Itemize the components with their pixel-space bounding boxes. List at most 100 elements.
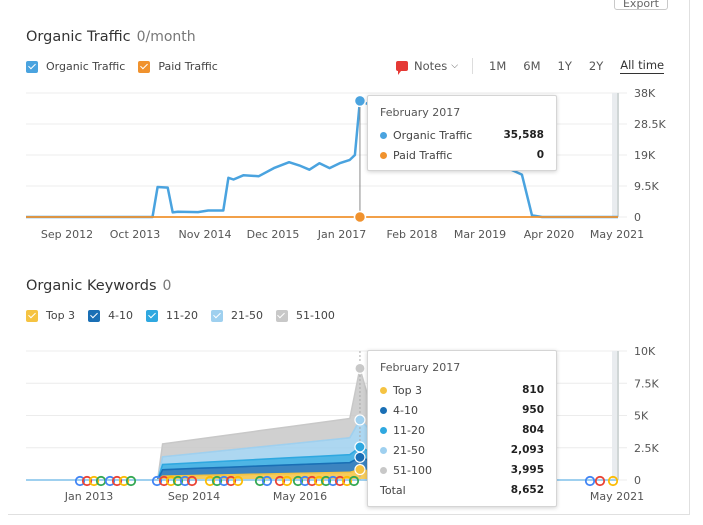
period-1y[interactable]: 1Y	[557, 59, 572, 73]
google-update-icon	[186, 475, 198, 487]
x-tick-label: Sep 2014	[168, 490, 220, 503]
google-update-icon	[179, 475, 191, 487]
google-update-icon	[151, 475, 163, 487]
kw-tt-label-0: Top 3	[393, 383, 423, 397]
x-tick-label: May 2016	[273, 490, 327, 503]
y-tick-label: 0	[634, 211, 641, 224]
kw-tt-total-value: 8,652	[510, 484, 544, 496]
21-50-dot-icon	[380, 446, 387, 454]
checkbox-11-20[interactable]	[146, 309, 159, 322]
google-update-icon	[125, 475, 137, 487]
legend-51-100[interactable]: 51-100	[275, 309, 335, 322]
google-update-icon	[165, 475, 177, 487]
period-6m[interactable]: 6M	[523, 59, 541, 73]
checkbox-top3[interactable]	[26, 309, 38, 322]
y-tick-label: 38K	[634, 87, 656, 100]
legend-21-50[interactable]: 21-50	[211, 309, 263, 322]
google-update-icon	[81, 475, 93, 487]
21-50-hover-point	[354, 414, 366, 426]
legend-4-10-label: 4-10	[108, 309, 134, 322]
4-10-hover-point	[354, 451, 366, 463]
google-update-icon	[594, 475, 606, 487]
google-update-icon	[327, 475, 339, 487]
google-update-icon	[320, 475, 332, 487]
notes-dropdown[interactable]: Notes ⌵	[396, 59, 459, 75]
keywords-tooltip-row: 4-10 950	[380, 400, 544, 420]
google-update-icon	[211, 475, 223, 487]
top3-dot-icon	[380, 386, 387, 394]
y-tick-label: 7.5K	[634, 377, 659, 390]
4-10-dot-icon	[380, 406, 387, 414]
x-tick-label: Jan 2013	[64, 490, 113, 503]
traffic-tooltip-row: Paid Traffic 0	[380, 145, 544, 165]
51-100-hover-point	[354, 362, 366, 374]
legend-paid-traffic[interactable]: Paid Traffic	[138, 60, 218, 73]
traffic-tooltip-paid-value: 0	[536, 149, 544, 161]
x-tick-label: Sep 2012	[41, 228, 93, 241]
google-update-icon	[584, 475, 596, 487]
y-tick-label: 2.5K	[634, 442, 659, 455]
legend-11-20[interactable]: 11-20	[146, 309, 198, 322]
notes-label: Notes	[414, 59, 448, 73]
google-update-icon	[118, 475, 130, 487]
google-update-icon	[281, 475, 293, 487]
period-2y[interactable]: 2Y	[588, 59, 604, 73]
period-1m[interactable]: 1M	[489, 59, 507, 73]
x-tick-label: Feb 2018	[387, 228, 438, 241]
kw-tt-label-2: 11-20	[393, 423, 425, 437]
keywords-tooltip-row: 21-50 2,093	[380, 440, 544, 460]
checkbox-organic-traffic[interactable]	[26, 60, 38, 73]
keywords-title: Organic Keywords 0	[26, 278, 171, 294]
legend-4-10[interactable]: 4-10	[88, 309, 133, 322]
google-update-icon	[254, 475, 266, 487]
x-tick-label: Oct 2013	[110, 228, 161, 241]
google-update-icon	[334, 475, 346, 487]
y-tick-label: 0	[634, 474, 641, 487]
traffic-tooltip-row: Organic Traffic 35,588	[380, 125, 544, 145]
traffic-chart[interactable]: 38K 28.5K 19K 9.5K 0 Sep 2012 Oct 2013 Nov 2014…	[26, 87, 666, 241]
checkbox-51-100[interactable]	[275, 309, 288, 322]
google-update-icon	[313, 475, 325, 487]
forecast-strip	[612, 93, 618, 217]
kw-tt-total-label: Total	[380, 483, 406, 497]
traffic-title: Organic Traffic 0/month	[26, 29, 196, 45]
checkbox-paid-traffic[interactable]	[138, 60, 151, 73]
google-update-icon	[111, 475, 123, 487]
legend-paid-traffic-label: Paid Traffic	[158, 60, 218, 73]
checkbox-21-50[interactable]	[211, 309, 223, 322]
google-update-icon	[218, 475, 230, 487]
google-update-icon	[261, 475, 273, 487]
google-update-icon	[158, 475, 170, 487]
period-all-time[interactable]: All time	[620, 58, 665, 74]
keywords-tooltip-row: Top 3 810	[380, 380, 544, 400]
y-tick-label: 28.5K	[634, 118, 666, 131]
legend-top3[interactable]: Top 3	[26, 309, 75, 322]
traffic-count: 0/month	[136, 29, 196, 45]
checkbox-4-10[interactable]	[88, 309, 101, 322]
google-update-icon	[104, 475, 116, 487]
legend-51-100-label: 51-100	[295, 309, 335, 322]
export-button[interactable]: Export	[614, 0, 668, 10]
traffic-tooltip-paid-label: Paid Traffic	[393, 148, 453, 162]
11-20-dot-icon	[380, 426, 387, 434]
google-update-icon	[172, 475, 184, 487]
kw-tt-value-0: 810	[522, 384, 544, 396]
kw-tt-value-3: 2,093	[510, 444, 544, 456]
legend-organic-traffic[interactable]: Organic Traffic	[26, 60, 125, 73]
notes-icon	[396, 61, 408, 75]
organic-hover-point	[353, 94, 367, 108]
chevron-down-icon: ⌵	[451, 61, 459, 71]
google-update-icon	[225, 475, 237, 487]
x-tick-label: May 2021	[590, 490, 644, 503]
11-20-hover-point	[354, 441, 366, 453]
google-update-icon	[299, 475, 311, 487]
y-tick-label: 5K	[634, 410, 649, 423]
y-tick-label: 19K	[634, 149, 656, 162]
x-tick-label: Mar 2019	[454, 228, 506, 241]
keywords-chart[interactable]: 10K 7.5K 5K 2.5K 0 Jan 2013 Sep 2014 May 2016 Ma…	[26, 345, 659, 503]
kw-tt-label-1: 4-10	[393, 403, 418, 417]
x-tick-label: Nov 2014	[179, 228, 232, 241]
google-update-icon	[74, 475, 86, 487]
google-update-icon	[274, 475, 286, 487]
